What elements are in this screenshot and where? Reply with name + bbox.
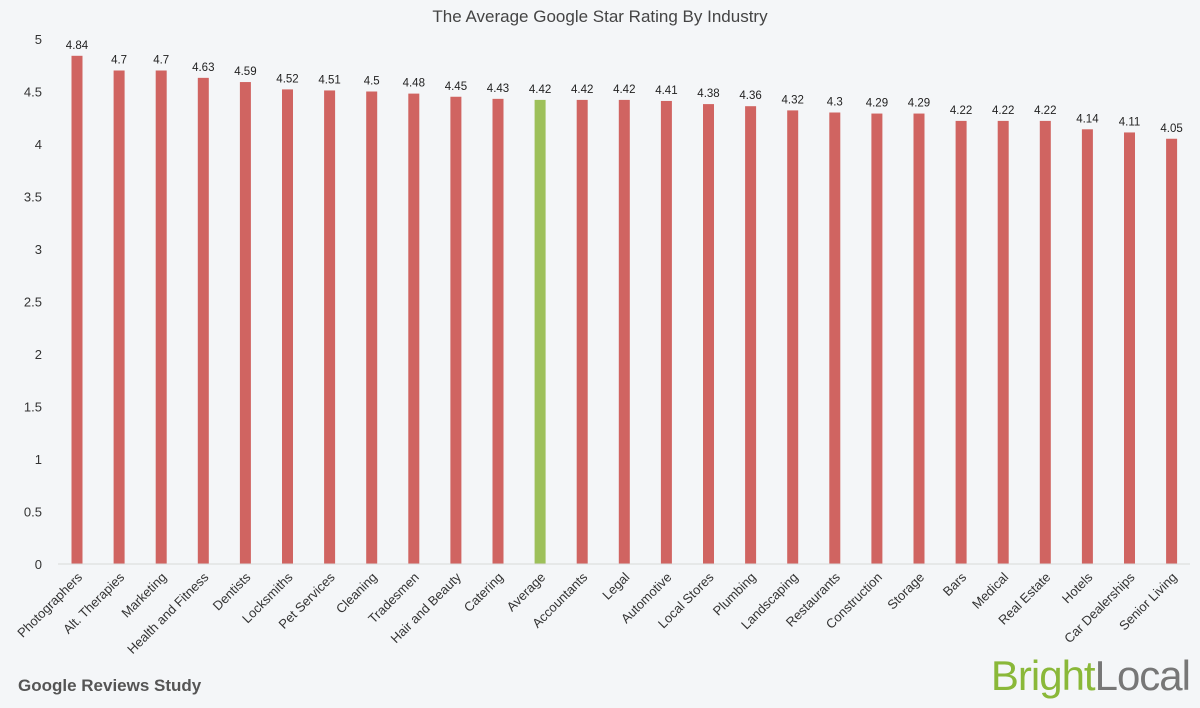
bar-storage xyxy=(913,113,925,565)
bar-bars xyxy=(955,120,967,565)
x-tick-label: Catering xyxy=(461,570,506,615)
y-tick-label: 1 xyxy=(35,452,42,467)
data-label: 4.3 xyxy=(827,97,843,109)
bar-pet-services xyxy=(324,90,336,564)
data-label: 4.59 xyxy=(234,66,256,78)
x-tick-label: Storage xyxy=(884,570,927,613)
bar-average xyxy=(534,99,546,565)
bar-medical xyxy=(997,120,1009,565)
bar-locksmiths xyxy=(282,89,293,565)
y-tick-label: 2 xyxy=(35,347,42,362)
bar-landscaping xyxy=(787,110,799,565)
data-label: 4.42 xyxy=(613,84,635,96)
data-labels: 4.84 4.7 4.7 4.63 4.59 4.52 4.51 4.5 4.48 4.45 4.4… xyxy=(66,40,1183,135)
data-label: 4.48 xyxy=(403,78,425,90)
brightlocal-logo: BrightLocal xyxy=(990,652,1191,699)
bar-marketing xyxy=(155,70,167,564)
data-label: 4.32 xyxy=(782,94,804,106)
bar-cleaning xyxy=(366,91,378,564)
y-tick-label: 1.5 xyxy=(24,400,42,415)
bar-restaurants xyxy=(829,112,841,564)
chart-title: The Average Google Star Rating By Indust… xyxy=(432,7,768,26)
data-label: 4.42 xyxy=(571,84,593,96)
data-label: 4.45 xyxy=(445,81,467,93)
bar-local-stores xyxy=(703,104,714,564)
x-tick-label: Legal xyxy=(599,569,632,602)
bar-legal xyxy=(618,99,630,565)
data-label: 4.38 xyxy=(697,88,719,100)
bar-health-and-fitness xyxy=(197,77,209,564)
brand-part-bright: Bright xyxy=(990,652,1096,699)
data-label: 4.14 xyxy=(1076,113,1099,125)
bar-dentists xyxy=(239,82,251,565)
data-label: 4.22 xyxy=(1034,105,1056,117)
brand-part-local: Local xyxy=(1094,652,1191,699)
data-label: 4.84 xyxy=(66,40,89,52)
y-tick-label: 0.5 xyxy=(24,505,42,520)
data-label: 4.11 xyxy=(1119,116,1141,128)
data-label: 4.51 xyxy=(318,74,340,86)
bar-photographers xyxy=(71,55,83,565)
y-tick-label: 5 xyxy=(35,32,42,47)
bar-automotive xyxy=(660,100,672,564)
bar-tradesmen xyxy=(408,93,420,564)
data-label: 4.22 xyxy=(950,105,972,117)
bars xyxy=(71,55,1178,565)
bar-hair-and-beauty xyxy=(450,96,462,564)
bar-car-dealerships xyxy=(1124,132,1135,564)
data-label: 4.29 xyxy=(866,98,888,110)
data-label: 4.52 xyxy=(276,73,298,85)
x-tick-label: Bars xyxy=(940,569,970,599)
y-tick-label: 4 xyxy=(35,137,42,152)
y-tick-label: 4.5 xyxy=(24,85,42,100)
study-label: Google Reviews Study xyxy=(18,676,202,695)
data-label: 4.7 xyxy=(111,55,127,67)
data-label: 4.22 xyxy=(992,105,1014,117)
bar-real-estate xyxy=(1039,120,1051,565)
bar-plumbing xyxy=(745,106,757,564)
bar-senior-living xyxy=(1166,138,1178,564)
data-label: 4.36 xyxy=(739,90,761,102)
data-label: 4.42 xyxy=(529,84,551,96)
data-label: 4.41 xyxy=(655,85,677,97)
bar-hotels xyxy=(1081,129,1093,565)
data-label: 4.63 xyxy=(192,62,214,74)
bar-catering xyxy=(492,98,504,564)
x-tick-label: Medical xyxy=(969,569,1011,611)
data-label: 4.7 xyxy=(153,55,169,67)
data-label: 4.5 xyxy=(364,76,380,88)
y-tick-label: 3 xyxy=(35,242,42,257)
y-axis: 0 0.5 1 1.5 2 2.5 3 3.5 4 4.5 5 xyxy=(24,32,42,572)
bar-alt-therapies xyxy=(113,70,125,564)
data-label: 4.43 xyxy=(487,83,509,95)
x-tick-label: Health and Fitness xyxy=(124,569,212,657)
data-label: 4.05 xyxy=(1160,123,1182,135)
y-tick-label: 2.5 xyxy=(24,295,42,310)
bar-accountants xyxy=(576,99,588,565)
y-tick-label: 3.5 xyxy=(24,190,42,205)
bar-construction xyxy=(871,113,883,565)
data-label: 4.29 xyxy=(908,98,930,110)
x-tick-label: Hotels xyxy=(1059,569,1096,606)
y-tick-label: 0 xyxy=(35,557,42,572)
